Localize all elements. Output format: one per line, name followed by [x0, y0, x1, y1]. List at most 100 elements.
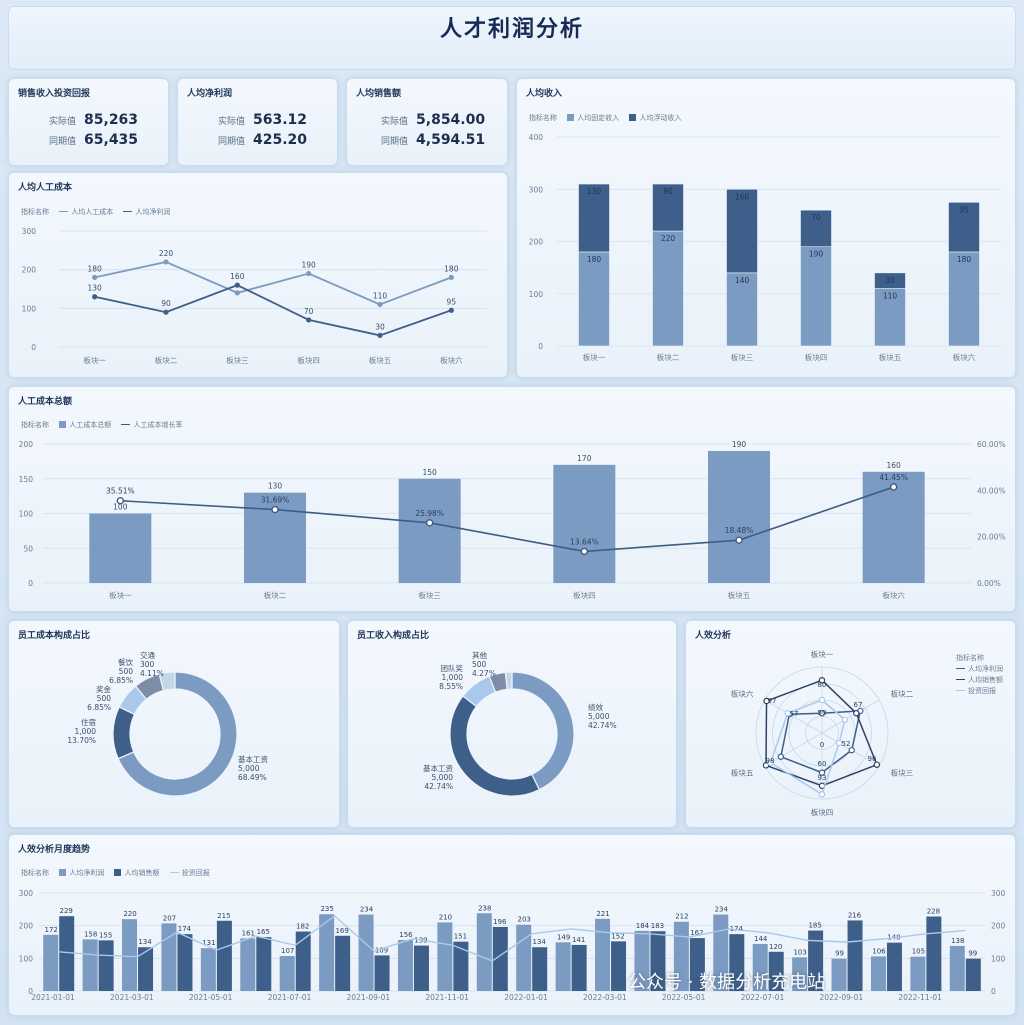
- legend-label: 人均净利润: [135, 208, 171, 216]
- bar-net-profit: [555, 942, 571, 991]
- y2-tick-label: 100: [991, 954, 1006, 963]
- bar-net-profit: [122, 919, 138, 991]
- bar: [708, 450, 770, 583]
- y-tick-label: 0: [28, 987, 33, 996]
- x-tick-label: 2022-07-01: [741, 993, 785, 1002]
- bar-segment: [874, 272, 906, 289]
- legend-swatch: [956, 679, 965, 680]
- bar-value-label: 95: [959, 205, 969, 214]
- bar-value-label: 110: [883, 292, 898, 301]
- x-tick-label: 2021-07-01: [268, 993, 312, 1002]
- series-line-2: [94, 284, 452, 337]
- y-tick-label: 400: [529, 133, 544, 142]
- donut-slice: [449, 695, 541, 797]
- bar-value-label: 190: [809, 250, 824, 259]
- slice-label: 1,000: [75, 727, 97, 736]
- kpi-actual-value: 563.12: [253, 112, 308, 128]
- y-tick-label: 0: [31, 343, 36, 352]
- bar-value-label: 140: [735, 276, 750, 285]
- radar-point: [835, 739, 843, 747]
- growth-label: 31.69%: [261, 496, 290, 505]
- slice-label: 42.74%: [588, 721, 617, 730]
- legend-swatch: [123, 211, 133, 212]
- panel-cost-pie: 员工成本构成占比 基本工资 5,000 68.49% 住宿 1,000 13.70% 奖金 5…: [8, 620, 340, 828]
- legend-swatch: [59, 869, 67, 876]
- legend-prefix: 指标名称: [21, 421, 49, 429]
- x-tick-label: 板块一: [83, 355, 106, 365]
- x-tick-label: 板块三: [418, 590, 441, 600]
- chart-legend: 指标名称 人工成本总额 人工成本增长率: [21, 420, 182, 430]
- bar-value-label: 220: [661, 234, 676, 243]
- bar: [398, 478, 461, 583]
- y-tick-label: 200: [19, 922, 34, 931]
- data-point: [306, 317, 312, 323]
- bar-value-label: 169: [335, 927, 348, 935]
- radar-axis-label: 板块二: [891, 688, 914, 698]
- bar-net-profit: [870, 956, 886, 991]
- x-tick-label: 板块六: [882, 590, 905, 600]
- slice-label: 交通: [140, 650, 155, 660]
- bar-sales: [847, 920, 863, 991]
- slice-label: 6.85%: [109, 676, 133, 685]
- growth-point: [116, 497, 125, 505]
- labor-cost-line-chart: 0 100 200 300 板块一 板块二 板块三 板块四 板块五 板块六 180 220 190 110…: [22, 227, 487, 365]
- kpi-compare-label: 同期值: [49, 137, 77, 147]
- bar-value-label: 207: [163, 914, 176, 922]
- bar-value-label: 130: [268, 482, 283, 491]
- radar-spoke: [821, 699, 880, 734]
- y2-tick-label: 20.00%: [977, 533, 1006, 542]
- growth-label: 13.64%: [570, 537, 599, 546]
- bar-value-label: 229: [60, 907, 73, 915]
- bar-value-label: 215: [217, 912, 230, 920]
- radar-value-label: 93: [818, 774, 827, 782]
- slice-label: 餐饮: [118, 657, 133, 667]
- slice-label: 基本工资: [423, 763, 453, 773]
- bar-net-profit: [752, 943, 768, 991]
- legend-label: 投资回报: [181, 869, 210, 877]
- y-tick-label: 300: [529, 185, 544, 194]
- data-label: 180: [88, 264, 103, 273]
- bar-value-label: 235: [320, 905, 333, 913]
- roi-line: [58, 914, 966, 962]
- kpi-actual-value: 85,263: [84, 112, 139, 128]
- x-tick-label: 板块三: [731, 352, 754, 362]
- radar-axis-label: 板块四: [811, 807, 834, 817]
- legend-label: 投资回报: [968, 687, 996, 695]
- kpi-compare-value: 65,435: [84, 132, 139, 148]
- data-label: 90: [161, 299, 171, 308]
- bar-net-profit: [831, 958, 847, 991]
- legend-label: 人均浮动收入: [639, 114, 682, 122]
- bar-sales: [98, 940, 114, 991]
- data-label: 220: [159, 249, 174, 258]
- radar-value-label: 50: [818, 709, 827, 717]
- chart-legend: 指标名称 人均人工成本 人均净利润: [21, 207, 170, 217]
- x-tick-label: 板块三: [226, 355, 249, 365]
- radar-point: [763, 697, 770, 705]
- slice-label: 5,000: [238, 764, 260, 773]
- kpi-actual-label: 实际值: [381, 117, 409, 127]
- bar-net-profit: [673, 921, 689, 991]
- bar-segment: [874, 288, 906, 347]
- bar-value-label: 170: [577, 454, 592, 463]
- bar-value-label: 174: [178, 925, 192, 933]
- donut-slice: [158, 671, 176, 692]
- slice-label: 住宿: [81, 717, 96, 727]
- slice-label: 1,000: [442, 673, 464, 682]
- x-tick-label: 板块二: [155, 355, 178, 365]
- bar-net-profit: [634, 930, 650, 991]
- bar-net-profit: [397, 940, 413, 991]
- kpi-title: 人均净利润: [187, 89, 233, 99]
- bar-value-label: 180: [957, 255, 972, 264]
- slice-label: 4.27%: [472, 669, 496, 678]
- kpi-card-profit: 人均净利润 实际值 563.12 同期值 425.20: [177, 78, 338, 166]
- y-tick-label: 300: [22, 227, 37, 236]
- bar-value-label: 190: [732, 440, 747, 449]
- monthly-trend-chart: 0 100 200 300 0 100 200 300 172 229 158 155 220 134 20…: [19, 889, 1006, 1002]
- chart-title: 人效分析月度趋势: [18, 845, 91, 855]
- y2-tick-label: 200: [991, 922, 1006, 931]
- radar-axis-label: 板块五: [731, 768, 754, 778]
- bar-value-label: 131: [202, 939, 215, 947]
- bar-segment: [726, 188, 758, 274]
- radar-value-label: 80: [818, 681, 827, 689]
